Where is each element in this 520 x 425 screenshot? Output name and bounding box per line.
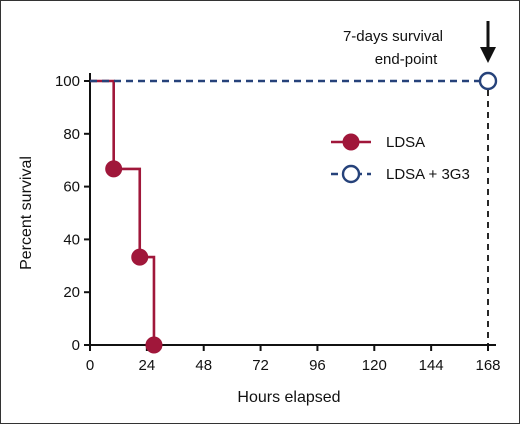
y-tick-label: 80 xyxy=(63,126,80,143)
y-axis-title: Percent survival xyxy=(18,156,35,270)
series-1-marker xyxy=(145,336,163,354)
x-tick-label: 0 xyxy=(86,357,94,374)
legend-label-2: LDSA + 3G3 xyxy=(386,166,470,183)
axes: 0 20 40 60 80 100 0 24 48 72 96 120 144 168 Hours elap… xyxy=(18,73,501,406)
series-1-marker xyxy=(131,248,149,266)
series-2-marker xyxy=(478,71,498,91)
endpoint-arrow-head xyxy=(480,47,496,63)
y-tick-label: 0 xyxy=(72,337,80,354)
x-tick-label: 144 xyxy=(419,357,444,374)
y-tick-label: 40 xyxy=(63,231,80,248)
x-tick-label: 24 xyxy=(139,357,156,374)
endpoint-label-line1: 7-days survival xyxy=(343,28,443,45)
legend-marker-2 xyxy=(341,164,361,184)
y-tick-label: 20 xyxy=(63,284,80,301)
legend-marker-1 xyxy=(342,133,360,151)
series-1-marker xyxy=(105,160,123,178)
x-tick-label: 48 xyxy=(195,357,212,374)
series-layer xyxy=(90,71,498,354)
y-tick-label: 60 xyxy=(63,179,80,196)
x-tick-label: 96 xyxy=(309,357,326,374)
legend-label-1: LDSA xyxy=(386,134,425,151)
x-axis-title: Hours elapsed xyxy=(237,389,340,406)
annotation-layer: 7-days survival end-point xyxy=(343,21,496,345)
endpoint-label-line2: end-point xyxy=(375,51,438,68)
y-tick-label: 100 xyxy=(55,73,80,90)
x-tick-label: 72 xyxy=(252,357,269,374)
x-tick-label: 120 xyxy=(362,357,387,374)
legend: LDSA LDSA + 3G3 xyxy=(331,133,470,184)
series-line-1 xyxy=(90,79,156,345)
x-tick-label: 168 xyxy=(475,357,500,374)
